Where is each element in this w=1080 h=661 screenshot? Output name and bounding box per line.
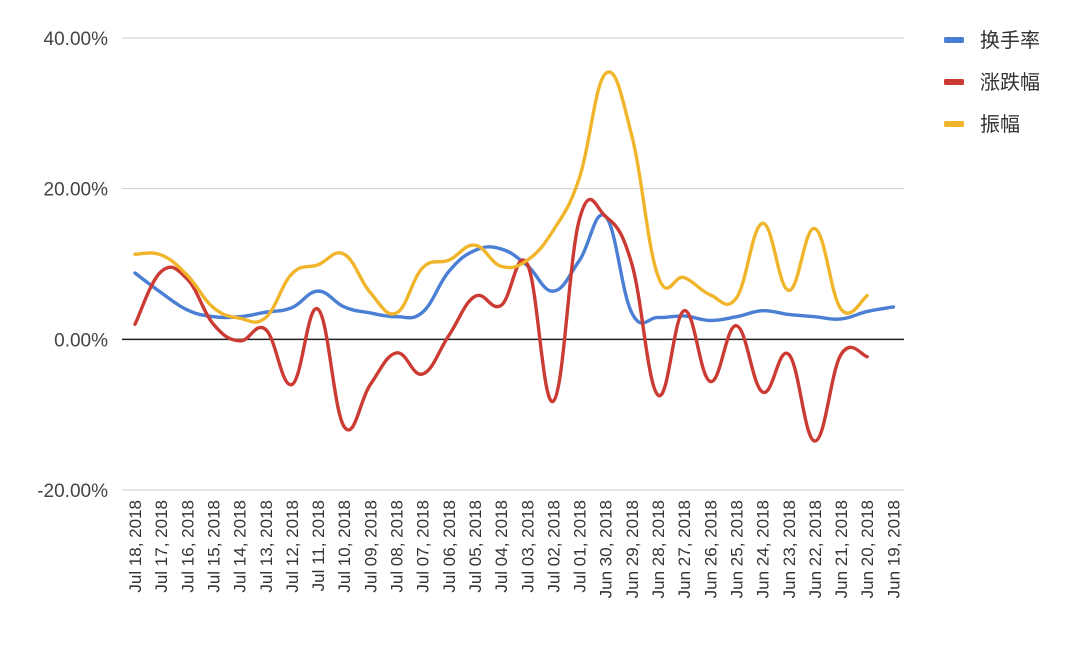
y-tick-label: 20.00%	[44, 180, 109, 201]
legend-swatch	[944, 37, 964, 43]
x-tick-label: Jun 26, 2018	[701, 500, 720, 598]
y-tick-label: 40.00%	[44, 29, 109, 50]
legend-swatch	[944, 121, 964, 127]
x-tick-label: Jul 12, 2018	[283, 500, 302, 593]
y-tick-label: 0.00%	[54, 330, 108, 351]
x-tick-label: Jul 07, 2018	[414, 500, 433, 593]
y-axis-tick-labels: -20.00% 0.00% 20.00% 40.00%	[37, 29, 108, 502]
legend-label: 换手率	[980, 28, 1040, 52]
x-tick-label: Jun 28, 2018	[649, 500, 668, 598]
x-tick-label: Jun 23, 2018	[780, 500, 799, 598]
legend-swatch	[944, 79, 964, 85]
x-tick-label: Jul 16, 2018	[178, 500, 197, 593]
x-tick-label: Jul 08, 2018	[388, 500, 407, 593]
x-tick-label: Jun 22, 2018	[806, 500, 825, 598]
x-tick-label: Jun 25, 2018	[727, 500, 746, 598]
x-tick-label: Jul 10, 2018	[335, 500, 354, 593]
x-tick-label: Jul 04, 2018	[492, 500, 511, 593]
x-tick-label: Jul 17, 2018	[152, 500, 171, 593]
series-lines	[133, 70, 896, 443]
series-line-3	[133, 70, 869, 324]
x-tick-label: Jul 11, 2018	[309, 500, 328, 591]
x-tick-label: Jun 27, 2018	[675, 500, 694, 598]
legend-label: 涨跌幅	[980, 70, 1040, 94]
x-axis-tick-labels: Jul 18, 2018 Jul 17, 2018 Jul 16, 2018 Jul …	[126, 500, 903, 598]
x-tick-label: Jul 02, 2018	[544, 500, 563, 593]
x-tick-label: Jun 20, 2018	[858, 500, 877, 598]
x-tick-label: Jun 30, 2018	[597, 500, 616, 598]
x-tick-label: Jul 14, 2018	[231, 500, 250, 593]
x-tick-label: Jul 01, 2018	[571, 500, 590, 593]
x-tick-label: Jun 19, 2018	[884, 500, 903, 598]
y-tick-label: -20.00%	[37, 481, 108, 502]
x-tick-label: Jun 24, 2018	[754, 500, 773, 598]
x-tick-label: Jun 29, 2018	[623, 500, 642, 598]
x-tick-label: Jul 06, 2018	[440, 500, 459, 593]
gridlines	[122, 37, 904, 491]
legend-label: 振幅	[980, 112, 1020, 136]
series-line-2	[133, 197, 869, 443]
x-tick-label: Jul 15, 2018	[204, 500, 223, 593]
x-tick-label: Jul 13, 2018	[257, 500, 276, 593]
x-tick-label: Jul 09, 2018	[361, 500, 380, 593]
x-tick-label: Jul 03, 2018	[518, 500, 537, 593]
x-tick-label: Jun 21, 2018	[832, 500, 851, 598]
x-tick-label: Jul 18, 2018	[126, 500, 145, 593]
x-tick-label: Jul 05, 2018	[466, 500, 485, 593]
